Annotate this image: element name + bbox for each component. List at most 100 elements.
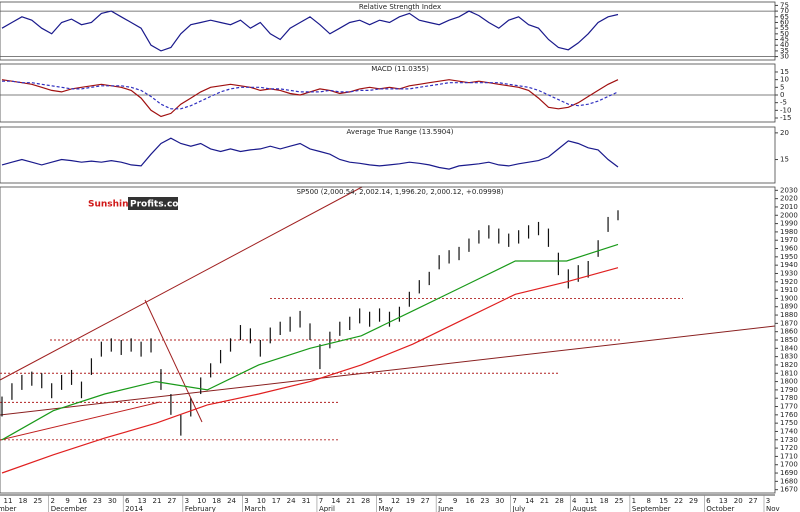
x-tick-label: 13 (719, 497, 728, 505)
x-tick-label: 23 (93, 497, 102, 505)
y-tick-label: 0 (780, 91, 784, 99)
month-label: February (185, 505, 216, 512)
x-tick-label: 14 (525, 497, 534, 505)
x-tick-label: 12 (391, 497, 400, 505)
x-tick-label: 2 (50, 497, 54, 505)
x-tick-label: 7 (512, 497, 516, 505)
month-label: March (244, 505, 265, 512)
y-tick-label: 1700 (780, 461, 798, 469)
y-tick-label: 1790 (780, 386, 798, 394)
month-label: December (51, 505, 87, 512)
x-tick-label: 21 (153, 497, 162, 505)
y-tick-label: 1870 (780, 319, 798, 327)
y-tick-label: 60 (780, 18, 789, 26)
x-tick-label: 24 (287, 497, 296, 505)
x-tick-label: 9 (453, 497, 457, 505)
y-tick-label: 1740 (780, 427, 798, 435)
y-tick-label: 1920 (780, 278, 798, 286)
y-tick-label: 35 (780, 47, 789, 55)
y-tick-label: 75 (780, 1, 789, 9)
x-tick-label: 16 (465, 497, 474, 505)
y-tick-label: 30 (780, 53, 789, 61)
y-tick-label: 15 (780, 156, 789, 164)
y-tick-label: 1750 (780, 419, 798, 427)
y-tick-label: 1710 (780, 452, 798, 460)
y-tick-label: 1970 (780, 236, 798, 244)
y-tick-label: 5 (780, 83, 784, 91)
y-tick-label: 2010 (780, 203, 798, 211)
trend-line (0, 325, 776, 416)
x-tick-label: 21 (540, 497, 549, 505)
month-label: Nov (766, 505, 780, 512)
month-label: June (437, 505, 453, 512)
x-tick-label: 3 (244, 497, 248, 505)
x-tick-label: 27 (749, 497, 758, 505)
x-tick-label: 19 (406, 497, 415, 505)
month-label: May (379, 505, 393, 512)
y-tick-label: 1840 (780, 344, 798, 352)
month-label: August (572, 505, 597, 512)
x-tick-label: 10 (197, 497, 206, 505)
y-tick-label: 10 (780, 76, 789, 84)
x-tick-label: 30 (495, 497, 504, 505)
x-tick-label: 2 (438, 497, 442, 505)
y-tick-label: -10 (780, 106, 791, 114)
y-tick-label: 1890 (780, 303, 798, 311)
y-tick-label: 1770 (780, 403, 798, 411)
y-tick-label: 1690 (780, 469, 798, 477)
y-tick-label: 70 (780, 7, 789, 15)
series-line (1, 137, 619, 170)
y-tick-label: 1880 (780, 311, 798, 319)
x-tick-label: 8 (647, 497, 651, 505)
x-tick-label: 9 (65, 497, 69, 505)
x-tick-label: 13 (138, 497, 147, 505)
month-label: July (512, 505, 526, 512)
x-tick-label: 11 (4, 497, 13, 505)
x-tick-label: 27 (421, 497, 430, 505)
x-tick-label: 1 (632, 497, 636, 505)
logo-box-dark (128, 197, 178, 210)
y-tick-label: 1810 (780, 369, 798, 377)
x-tick-label: 31 (302, 497, 311, 505)
y-tick-label: 1720 (780, 444, 798, 452)
y-tick-label: 1760 (780, 411, 798, 419)
y-tick-label: 65 (780, 13, 789, 21)
y-tick-label: 50 (780, 30, 789, 38)
month-label: April (319, 505, 335, 512)
x-tick-label: 18 (18, 497, 27, 505)
y-tick-label: -15 (780, 114, 791, 122)
trend-line (0, 401, 161, 441)
month-label: 2014 (125, 505, 143, 512)
y-tick-label: 1860 (780, 328, 798, 336)
series-line (1, 10, 619, 52)
y-tick-label: 2000 (780, 211, 798, 219)
logo: Sunshine Profits.com (86, 196, 188, 211)
y-tick-label: 1990 (780, 220, 798, 228)
x-tick-label: 11 (585, 497, 594, 505)
x-tick-label: 27 (167, 497, 176, 505)
panel-title: MACD (11.0355) (371, 65, 429, 73)
y-tick-label: 1780 (780, 394, 798, 402)
month-label: September (632, 505, 671, 512)
y-tick-label: 55 (780, 24, 789, 32)
y-tick-label: 1910 (780, 286, 798, 294)
y-tick-label: -5 (780, 99, 787, 107)
x-tick-label: 6 (706, 497, 711, 505)
y-tick-label: 2020 (780, 195, 798, 203)
panel-frame (0, 1, 776, 61)
x-tick-label: 6 (125, 497, 130, 505)
y-tick-label: 1950 (780, 253, 798, 261)
series-line (2, 80, 619, 110)
y-tick-label: 1820 (780, 361, 798, 369)
y-tick-label: 15 (780, 68, 789, 76)
y-tick-label: 1930 (780, 269, 798, 277)
trend-lines (0, 186, 776, 441)
logo-text: Sunshine (88, 200, 135, 210)
y-tick-label: 1940 (780, 261, 798, 269)
x-tick-label: 14 (331, 497, 340, 505)
x-tick-label: 25 (33, 497, 42, 505)
x-tick-label: 30 (108, 497, 117, 505)
x-tick-label: 29 (689, 497, 698, 505)
y-tick-label: 1960 (780, 245, 798, 253)
